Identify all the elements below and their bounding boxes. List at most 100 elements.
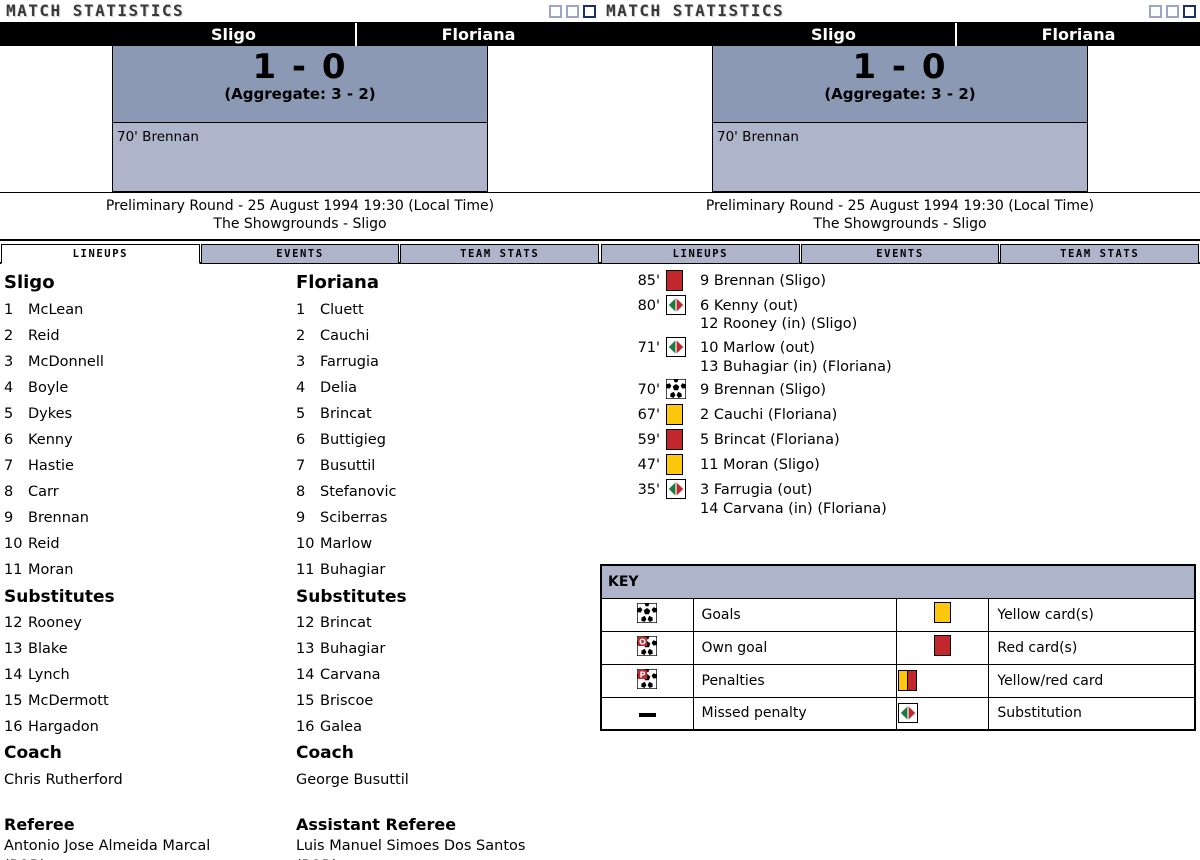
substitution-icon bbox=[896, 696, 990, 731]
player-number: 15 bbox=[4, 693, 23, 710]
score-box: 1 - 0 (Aggregate: 3 - 2) 70' Brennan bbox=[712, 46, 1088, 192]
player-number: 13 bbox=[4, 641, 23, 658]
window-titlebar: MATCH STATISTICS bbox=[0, 0, 600, 22]
red-card-icon bbox=[896, 630, 990, 665]
player-number: 3 bbox=[4, 353, 14, 370]
minimize-box-icon[interactable] bbox=[549, 4, 562, 18]
player-name: Farrugia bbox=[320, 353, 379, 370]
lineup-row: 1 McLean bbox=[4, 297, 296, 323]
event-minute: 80' bbox=[637, 297, 660, 314]
event-description: 3 Farrugia (out) 14 Carvana (in) (Florian… bbox=[688, 479, 887, 518]
player-number: 1 bbox=[4, 301, 14, 318]
substitute-row: 16 Galea bbox=[296, 714, 592, 740]
referee-country: (POR) bbox=[4, 856, 296, 860]
away-coach-heading: Coach bbox=[296, 743, 354, 764]
key-label: Yellow card(s) bbox=[988, 597, 1196, 632]
substitute-row: 12 Brincat bbox=[296, 610, 592, 636]
score-value: 1 - 0 bbox=[252, 47, 348, 87]
tab-lineups[interactable]: LINEUPS bbox=[601, 243, 800, 264]
close-box-icon[interactable] bbox=[583, 4, 596, 18]
player-name: Delia bbox=[320, 379, 358, 396]
player-name: Reid bbox=[28, 327, 60, 344]
event-line-1: 3 Farrugia (out) bbox=[700, 482, 813, 499]
tab-team-stats[interactable]: TEAM STATS bbox=[400, 243, 600, 264]
key-label: Red card(s) bbox=[988, 630, 1196, 665]
lineup-row: 5 Brincat bbox=[296, 401, 592, 427]
lineup-away-team: Floriana bbox=[296, 271, 379, 293]
teambar-spacer bbox=[0, 23, 112, 46]
event-description: 6 Kenny (out) 12 Rooney (in) (Sligo) bbox=[688, 295, 857, 334]
key-row: O Own goal Red card(s) bbox=[600, 630, 1196, 665]
maximize-box-icon[interactable] bbox=[566, 4, 579, 18]
player-name: Dykes bbox=[28, 405, 73, 422]
substitute-row: 15 Briscoe bbox=[296, 688, 592, 714]
player-name: Hargadon bbox=[28, 719, 99, 736]
away-team-name: Floriana bbox=[441, 24, 516, 44]
scorer-entry: 70' Brennan bbox=[117, 129, 199, 145]
lineup-row: 6 Buttigieg bbox=[296, 427, 592, 453]
event-line-1: 5 Brincat (Floriana) bbox=[700, 432, 840, 449]
scorers-list: 70' Brennan bbox=[113, 123, 487, 191]
maximize-box-icon[interactable] bbox=[1166, 4, 1179, 18]
lineup-home-players: 1 McLean 2 Reid 3 McDonnell 4 Boyle 5 Dykes 6 Kenny… bbox=[4, 297, 296, 584]
key-label: Missed penalty bbox=[692, 696, 898, 731]
match-round-datetime: Preliminary Round - 25 August 1994 19:30… bbox=[105, 198, 495, 214]
player-name: Buhagiar bbox=[320, 641, 386, 658]
tab-events[interactable]: EVENTS bbox=[800, 243, 1000, 264]
tab-events[interactable]: EVENTS bbox=[200, 243, 400, 264]
minimize-box-icon[interactable] bbox=[1149, 4, 1162, 18]
event-description: 9 Brennan (Sligo) bbox=[688, 270, 826, 291]
player-number: 10 bbox=[296, 536, 315, 553]
player-number: 11 bbox=[296, 562, 315, 579]
player-number: 5 bbox=[296, 405, 306, 422]
lineup-row: 9 Sciberras bbox=[296, 505, 592, 531]
player-number: 13 bbox=[296, 641, 315, 658]
scorer-entry: 70' Brennan bbox=[717, 129, 799, 145]
player-number: 15 bbox=[296, 693, 315, 710]
substitute-row: 14 Lynch bbox=[4, 662, 296, 688]
tab-lineups[interactable]: LINEUPS bbox=[1, 243, 200, 264]
player-number: 7 bbox=[4, 458, 14, 475]
lineup-row: 7 Hastie bbox=[4, 453, 296, 479]
team-name-bar-right: Sligo Floriana bbox=[600, 22, 1200, 46]
window-titlebar-right: MATCH STATISTICS bbox=[600, 0, 1200, 22]
score-box: 1 - 0 (Aggregate: 3 - 2) 70' Brennan bbox=[112, 46, 488, 192]
player-name: Blake bbox=[28, 641, 68, 658]
lineup-home-subs: 12 Rooney 13 Blake 14 Lynch 15 McDermott 16 Harga… bbox=[4, 610, 296, 740]
player-number: 16 bbox=[4, 719, 23, 736]
home-coach-name: Chris Rutherford bbox=[4, 771, 123, 788]
player-name: Marlow bbox=[320, 536, 373, 553]
score-pad-left bbox=[600, 46, 712, 192]
player-number: 7 bbox=[296, 458, 306, 475]
tab-team-stats[interactable]: TEAM STATS bbox=[1000, 243, 1200, 264]
player-name: Boyle bbox=[28, 379, 69, 396]
events-list: 85' 9 Brennan (Sligo) 80' 6 Kenny (out) 12 … bbox=[600, 264, 1200, 518]
score-main: 1 - 0 (Aggregate: 3 - 2) bbox=[713, 46, 1087, 123]
home-substitutes-heading: Substitutes bbox=[4, 586, 115, 607]
event-row: 85' 9 Brennan (Sligo) bbox=[600, 269, 1200, 292]
lineup-row: 2 Cauchi bbox=[296, 323, 592, 349]
substitute-row: 13 Buhagiar bbox=[296, 636, 592, 662]
lineup-row: 10 Reid bbox=[4, 531, 296, 557]
player-name: Galea bbox=[320, 719, 362, 736]
event-description: 11 Moran (Sligo) bbox=[688, 454, 820, 475]
event-description: 9 Brennan (Sligo) bbox=[688, 379, 826, 400]
substitution-icon bbox=[666, 337, 688, 359]
away-substitutes-heading: Substitutes bbox=[296, 586, 407, 607]
score-pad-left bbox=[0, 46, 112, 192]
score-section: 1 - 0 (Aggregate: 3 - 2) 70' Brennan bbox=[0, 46, 600, 192]
penalty-goal-icon: P bbox=[600, 663, 694, 698]
goal-icon bbox=[600, 597, 694, 632]
close-box-icon[interactable] bbox=[1183, 4, 1196, 18]
player-name: Stefanovic bbox=[320, 484, 397, 501]
lineup-home-team: Sligo bbox=[4, 271, 55, 293]
player-number: 5 bbox=[4, 405, 14, 422]
lineup-column-home: Sligo 1 McLean 2 Reid 3 McDonnell 4 Boyle 5 Dykes… bbox=[0, 270, 296, 793]
event-minute: 67' bbox=[637, 407, 660, 424]
player-name: Rooney bbox=[28, 614, 82, 631]
player-number: 10 bbox=[4, 536, 23, 553]
event-line-2: 12 Rooney (in) (Sligo) bbox=[700, 316, 858, 333]
lineup-row: 3 Farrugia bbox=[296, 349, 592, 375]
player-name: Lynch bbox=[28, 667, 70, 684]
player-number: 6 bbox=[4, 432, 14, 448]
